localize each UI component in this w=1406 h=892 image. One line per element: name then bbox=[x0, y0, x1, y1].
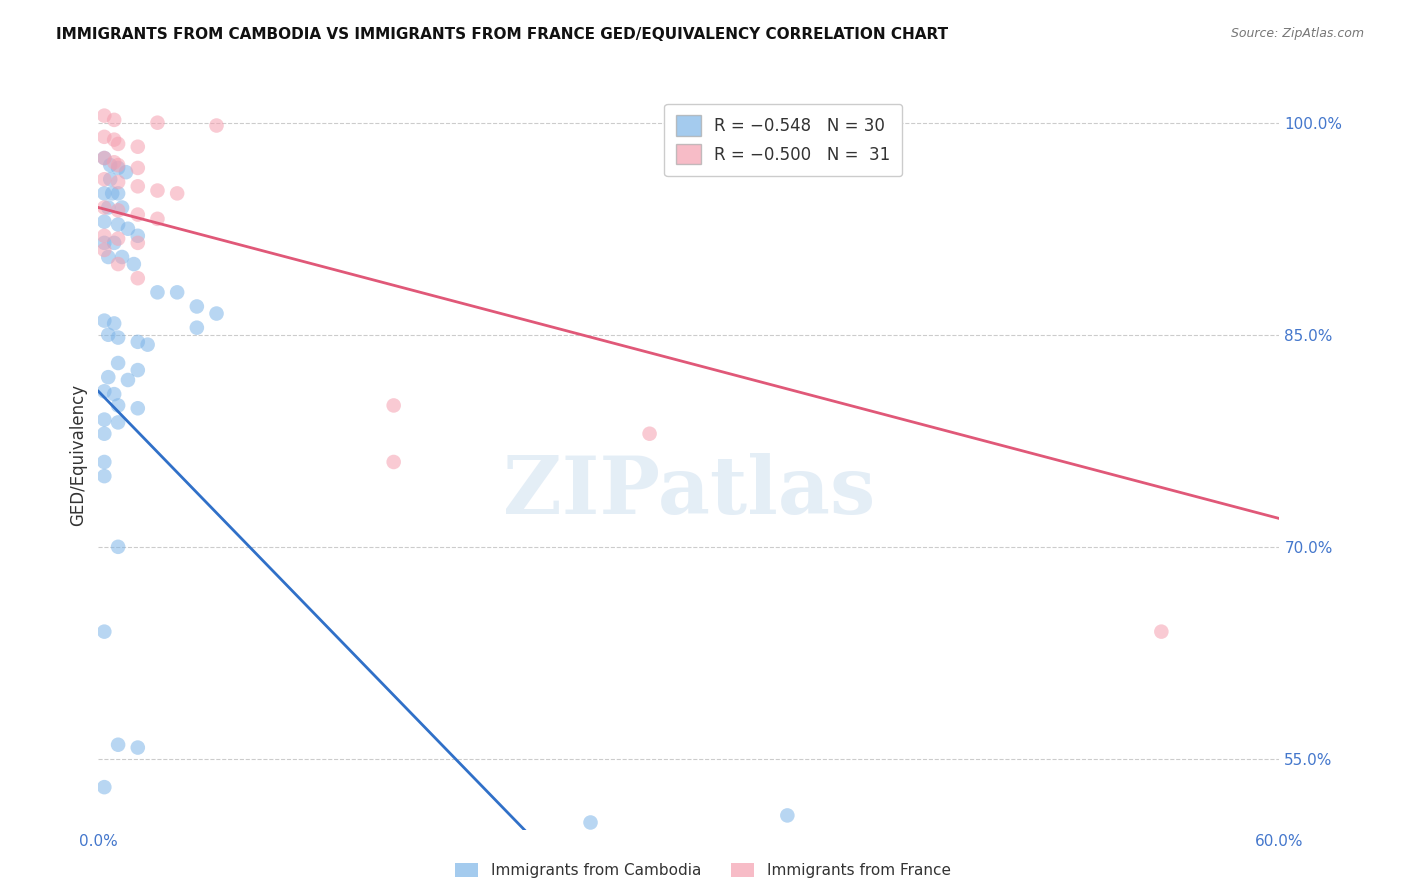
Point bbox=[107, 356, 129, 370]
Point bbox=[127, 271, 149, 285]
Point bbox=[111, 250, 134, 264]
Point bbox=[579, 815, 602, 830]
Point bbox=[186, 320, 208, 334]
Point bbox=[98, 172, 121, 186]
Point bbox=[122, 257, 145, 271]
Point bbox=[107, 161, 129, 175]
Point bbox=[117, 373, 139, 387]
Point bbox=[127, 235, 149, 250]
Point bbox=[382, 399, 405, 413]
Point bbox=[93, 384, 115, 399]
Point bbox=[638, 426, 661, 441]
Point bbox=[1150, 624, 1173, 639]
Y-axis label: GED/Equivalency: GED/Equivalency bbox=[69, 384, 87, 526]
Point bbox=[97, 370, 120, 384]
Point bbox=[107, 416, 129, 430]
Legend: Immigrants from Cambodia, Immigrants from France: Immigrants from Cambodia, Immigrants fro… bbox=[450, 857, 956, 884]
Point bbox=[103, 387, 125, 401]
Point bbox=[107, 175, 129, 189]
Point bbox=[115, 165, 138, 179]
Point bbox=[97, 250, 120, 264]
Point bbox=[127, 334, 149, 349]
Point bbox=[127, 740, 149, 755]
Point bbox=[93, 186, 115, 201]
Point bbox=[93, 228, 115, 243]
Point bbox=[93, 151, 115, 165]
Point bbox=[103, 155, 125, 169]
Point bbox=[103, 317, 125, 331]
Point bbox=[93, 780, 115, 794]
Point bbox=[776, 808, 799, 822]
Point bbox=[107, 218, 129, 232]
Point bbox=[127, 363, 149, 377]
Point bbox=[186, 300, 208, 314]
Point bbox=[101, 186, 124, 201]
Point bbox=[146, 285, 169, 300]
Point bbox=[103, 112, 125, 127]
Point bbox=[93, 172, 115, 186]
Point bbox=[107, 186, 129, 201]
Point bbox=[382, 455, 405, 469]
Point bbox=[107, 203, 129, 218]
Point bbox=[93, 624, 115, 639]
Point bbox=[166, 186, 188, 201]
Point bbox=[111, 201, 134, 215]
Point bbox=[93, 201, 115, 215]
Point bbox=[146, 211, 169, 226]
Text: Source: ZipAtlas.com: Source: ZipAtlas.com bbox=[1230, 27, 1364, 40]
Point bbox=[103, 235, 125, 250]
Point bbox=[107, 136, 129, 151]
Point bbox=[93, 469, 115, 483]
Point bbox=[166, 285, 188, 300]
Point bbox=[93, 235, 115, 250]
Point bbox=[127, 208, 149, 222]
Legend: R = −0.548   N = 30, R = −0.500   N =  31: R = −0.548 N = 30, R = −0.500 N = 31 bbox=[665, 103, 903, 176]
Text: ZIPatlas: ZIPatlas bbox=[503, 453, 875, 532]
Point bbox=[1052, 879, 1074, 892]
Point bbox=[93, 109, 115, 123]
Point bbox=[93, 214, 115, 228]
Point bbox=[93, 426, 115, 441]
Point bbox=[205, 307, 228, 321]
Point bbox=[97, 327, 120, 342]
Point bbox=[107, 540, 129, 554]
Point bbox=[127, 161, 149, 175]
Point bbox=[107, 330, 129, 344]
Point bbox=[97, 201, 120, 215]
Point bbox=[127, 179, 149, 194]
Point bbox=[107, 158, 129, 172]
Point bbox=[107, 738, 129, 752]
Point bbox=[107, 399, 129, 413]
Text: IMMIGRANTS FROM CAMBODIA VS IMMIGRANTS FROM FRANCE GED/EQUIVALENCY CORRELATION C: IMMIGRANTS FROM CAMBODIA VS IMMIGRANTS F… bbox=[56, 27, 949, 42]
Point bbox=[146, 184, 169, 198]
Point bbox=[93, 243, 115, 257]
Point bbox=[93, 412, 115, 426]
Point bbox=[127, 401, 149, 416]
Point bbox=[205, 119, 228, 133]
Point bbox=[103, 133, 125, 147]
Point bbox=[136, 337, 159, 351]
Point bbox=[93, 455, 115, 469]
Point bbox=[93, 313, 115, 327]
Point bbox=[127, 139, 149, 153]
Point bbox=[93, 129, 115, 144]
Point bbox=[98, 158, 121, 172]
Point bbox=[93, 151, 115, 165]
Point bbox=[117, 221, 139, 235]
Point bbox=[146, 116, 169, 130]
Point bbox=[127, 228, 149, 243]
Point bbox=[107, 257, 129, 271]
Point bbox=[107, 232, 129, 246]
